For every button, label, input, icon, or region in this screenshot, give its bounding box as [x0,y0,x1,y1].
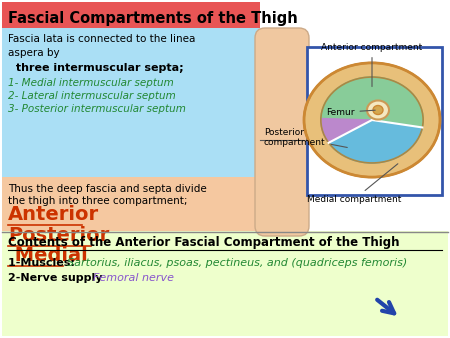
FancyBboxPatch shape [2,2,260,177]
Text: 2- Lateral intermuscular septum: 2- Lateral intermuscular septum [8,91,176,101]
Ellipse shape [373,105,383,115]
Text: Femur: Femur [326,108,375,117]
Text: Sartorius, iliacus, psoas, pectineus, and (quadriceps femoris): Sartorius, iliacus, psoas, pectineus, an… [67,258,407,268]
Ellipse shape [367,100,389,120]
Polygon shape [321,77,423,127]
FancyBboxPatch shape [2,2,260,28]
Text: Anterior: Anterior [8,205,99,224]
Text: Femoral nerve: Femoral nerve [93,273,174,283]
Polygon shape [328,120,423,163]
Text: 3- Posterior intermuscular septum: 3- Posterior intermuscular septum [8,104,186,114]
Text: aspera by: aspera by [8,48,59,58]
Text: Fascial Compartments of the Thigh: Fascial Compartments of the Thigh [8,11,298,26]
Text: three intermuscular septa;: three intermuscular septa; [12,63,184,73]
Polygon shape [321,119,372,143]
Text: Fascia lata is connected to the linea: Fascia lata is connected to the linea [8,34,195,44]
Text: Posterior
compartment: Posterior compartment [264,128,347,147]
Text: Medial compartment: Medial compartment [307,164,401,204]
Text: Contents of the Anterior Fascial Compartment of the Thigh: Contents of the Anterior Fascial Compart… [8,236,400,249]
FancyBboxPatch shape [307,47,442,195]
Text: 1-Muscles:: 1-Muscles: [8,258,79,268]
Text: the thigh into three compartment;: the thigh into three compartment; [8,196,188,206]
Text: Thus the deep fascia and septa divide: Thus the deep fascia and septa divide [8,184,207,194]
Text: Anterior compartment: Anterior compartment [321,43,423,87]
Text: 1- Medial intermuscular septum: 1- Medial intermuscular septum [8,78,174,88]
Ellipse shape [304,63,440,177]
FancyBboxPatch shape [2,231,448,336]
FancyBboxPatch shape [2,177,260,329]
Text: Posterior: Posterior [8,226,109,245]
FancyBboxPatch shape [255,28,309,236]
Text: 2-Nerve supply: 2-Nerve supply [8,273,110,283]
Text: Medial: Medial [8,246,88,265]
